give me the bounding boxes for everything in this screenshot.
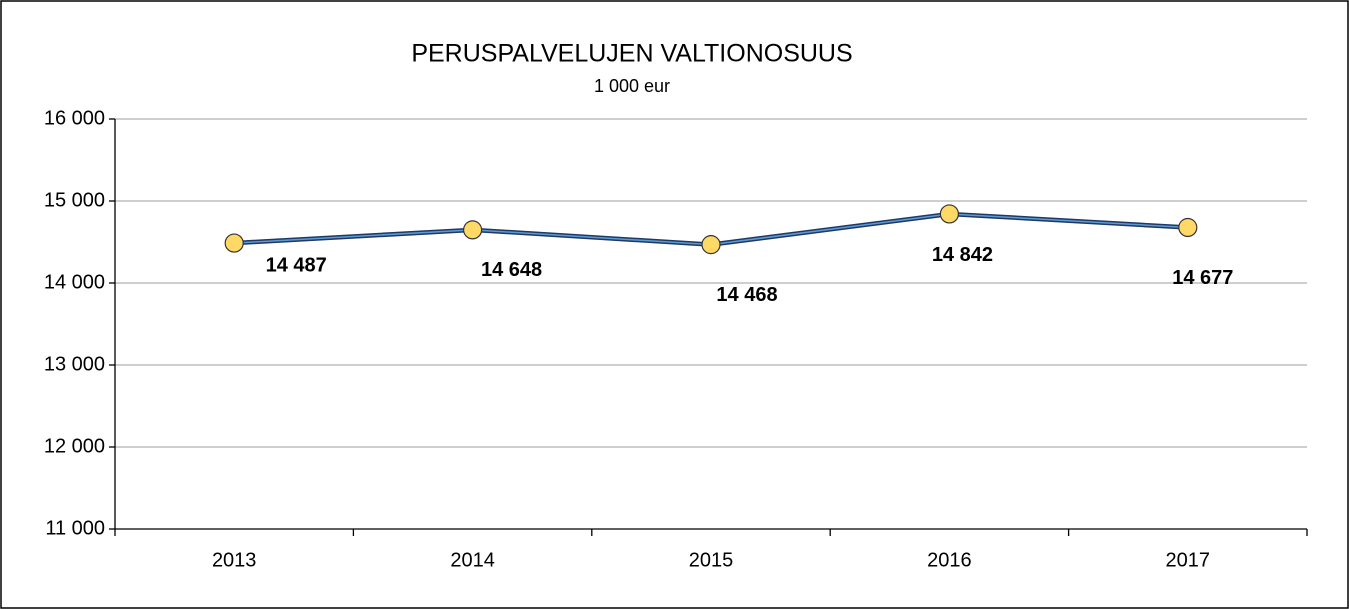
marker: [224, 233, 244, 253]
marker: [463, 220, 483, 240]
data-label: 14 468: [716, 284, 777, 306]
data-label: 14 677: [1172, 267, 1233, 289]
y-tick-label: 14 000: [44, 271, 105, 293]
x-tick-label: 2014: [450, 549, 495, 571]
marker: [939, 204, 960, 224]
x-tick-label: 2013: [212, 549, 257, 571]
y-tick-label: 16 000: [44, 107, 105, 129]
y-tick-label: 11 000: [45, 517, 105, 539]
marker: [1178, 217, 1198, 238]
marker: [701, 235, 721, 255]
y-tick-label: 13 000: [44, 353, 105, 375]
y-tick-label: 12 000: [44, 435, 105, 457]
data-label: 14 842: [932, 244, 993, 266]
y-tick-label: 15 000: [44, 189, 105, 211]
chart-subtitle: 1 000 eur: [594, 76, 670, 96]
x-tick-label: 2015: [689, 549, 734, 571]
x-tick-label: 2017: [1166, 549, 1211, 571]
x-tick-label: 2016: [927, 549, 972, 571]
data-label: 14 648: [481, 259, 542, 281]
data-label: 14 487: [266, 254, 327, 276]
chart-title: PERUSPALVELUJEN VALTIONOSUUS: [411, 40, 852, 68]
